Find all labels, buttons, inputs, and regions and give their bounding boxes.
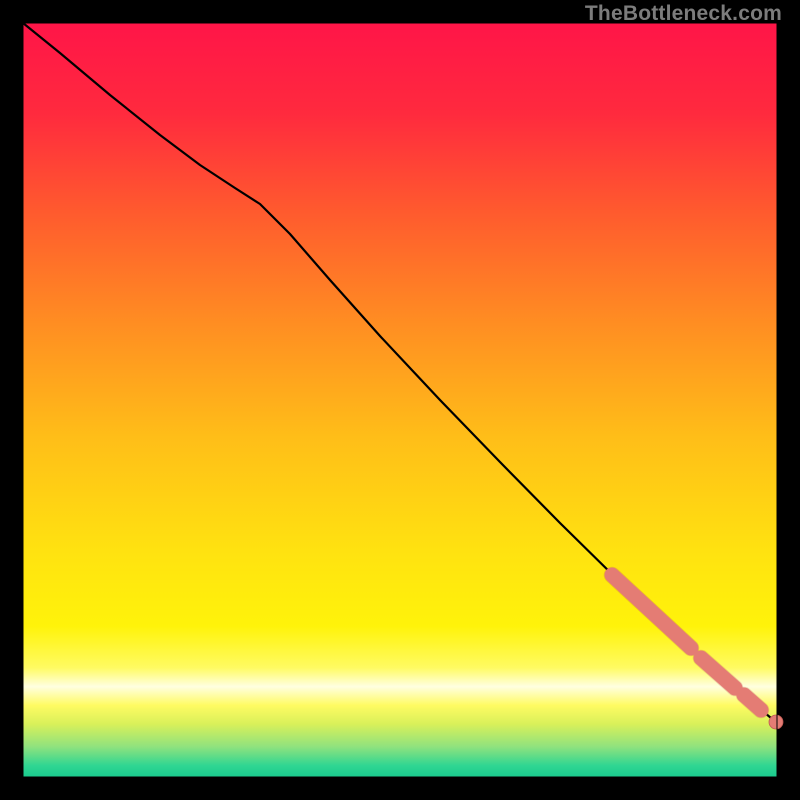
plot-background — [23, 23, 777, 777]
chart-container: TheBottleneck.com — [0, 0, 800, 800]
watermark-text: TheBottleneck.com — [585, 2, 782, 26]
chart-svg — [0, 0, 800, 800]
